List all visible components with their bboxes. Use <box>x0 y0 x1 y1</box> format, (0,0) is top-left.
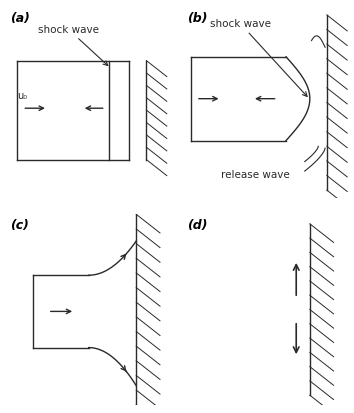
Text: u₀: u₀ <box>17 91 27 101</box>
Text: (c): (c) <box>11 218 29 232</box>
Text: (a): (a) <box>11 12 30 25</box>
Text: (b): (b) <box>188 12 208 25</box>
Text: shock wave: shock wave <box>38 25 108 66</box>
Text: release wave: release wave <box>222 169 290 179</box>
Text: shock wave: shock wave <box>210 19 307 97</box>
Text: (d): (d) <box>188 218 208 232</box>
